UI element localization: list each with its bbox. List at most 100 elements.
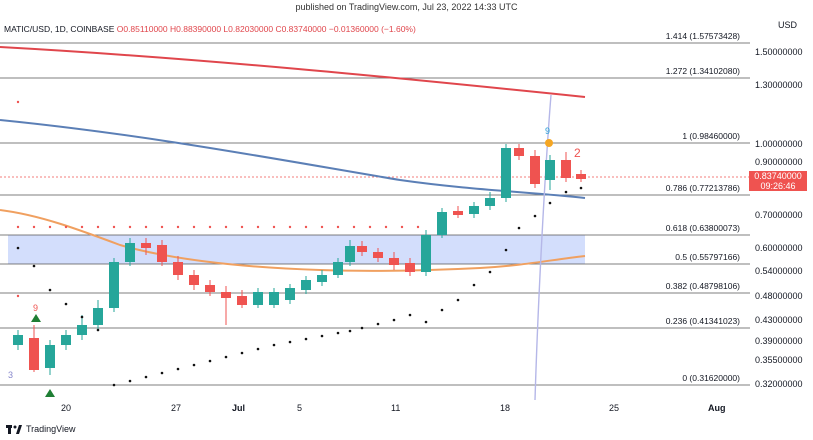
candle-body: [253, 292, 263, 305]
sar-dot: [376, 322, 380, 326]
price-label: 0.32000000: [755, 379, 803, 389]
resistance-dot: [176, 225, 180, 229]
date-label: 18: [500, 403, 510, 413]
resistance-dot: [240, 225, 244, 229]
candle-body: [514, 148, 524, 156]
sar-dot: [424, 320, 428, 324]
candle-body: [269, 292, 279, 305]
candle-body: [205, 285, 215, 292]
resistance-dot: [256, 225, 260, 229]
candle-body: [561, 160, 571, 178]
sar-dot: [440, 308, 444, 312]
candle-body: [576, 174, 586, 179]
candle-body: [545, 160, 555, 180]
projection-line: [534, 94, 552, 401]
buy-arrow-up-icon: [31, 314, 41, 322]
buy-arrow-down-icon: [45, 389, 55, 397]
candle-body: [333, 262, 343, 275]
candle-body: [485, 198, 495, 206]
resistance-dot: [272, 225, 276, 229]
price-label: 0.35500000: [755, 355, 803, 365]
resistance-dot: [48, 225, 52, 229]
price-label: 1.30000000: [755, 80, 803, 90]
resistance-dot: [112, 225, 116, 229]
resistance-dot: [32, 225, 36, 229]
date-label: 25: [609, 403, 619, 413]
td-9-right: 9: [545, 126, 550, 136]
candle-body: [221, 292, 231, 298]
resistance-dot: [288, 225, 292, 229]
price-label: 0.90000000: [755, 157, 803, 167]
candle-body: [317, 275, 327, 282]
date-label: 27: [171, 403, 181, 413]
sar-dot: [80, 315, 84, 319]
resistance-dot: [304, 225, 308, 229]
current-price-value: 0.83740000: [754, 171, 802, 181]
candle-body: [405, 263, 415, 272]
sar-dot: [304, 337, 308, 341]
resistance-dot: [16, 100, 20, 104]
sar-dot: [160, 371, 164, 375]
resistance-dot: [208, 225, 212, 229]
td-2-right: 2: [574, 146, 581, 160]
sar-dot: [224, 355, 228, 359]
sar-dot: [564, 190, 568, 194]
ma-red-line: [0, 46, 586, 98]
sar-dot: [176, 367, 180, 371]
sar-dot: [517, 226, 521, 230]
currency-label: USD: [778, 20, 798, 30]
ma-blue-line: [0, 119, 586, 199]
sar-dot: [579, 186, 583, 190]
candle-body: [437, 212, 447, 235]
tradingview-logo-icon[interactable]: [6, 424, 22, 434]
td-3-left: 3: [8, 370, 13, 380]
fib-label: 1.272 (1.34102080): [666, 66, 740, 76]
date-label: Jul: [232, 403, 245, 413]
resistance-dot: [384, 225, 388, 229]
ohlc-close: C0.83740000: [275, 24, 327, 34]
resistance-dot: [96, 225, 100, 229]
sar-dot: [408, 313, 412, 317]
candle-body: [141, 243, 151, 248]
sar-dot: [320, 334, 324, 338]
price-label: 0.43000000: [755, 315, 803, 325]
sar-dot: [392, 318, 396, 322]
ohlc-open: O0.85110000: [116, 24, 168, 34]
date-label: 20: [61, 403, 71, 413]
resistance-dot: [336, 225, 340, 229]
candle-body: [29, 338, 39, 370]
candle-body: [453, 211, 463, 215]
resistance-dots: [16, 100, 420, 298]
current-price-tag: 0.83740000 09:26:46: [749, 171, 807, 191]
candle-body: [77, 325, 87, 335]
publish-header: published on TradingView.com, Jul 23, 20…: [295, 2, 518, 12]
sar-dot: [533, 214, 537, 218]
date-label: 5: [297, 403, 302, 413]
sar-dot: [144, 375, 148, 379]
candle-body: [373, 252, 383, 258]
candle-body: [157, 245, 167, 262]
candle-body: [45, 345, 55, 368]
candle-body: [125, 243, 135, 262]
resistance-dot: [80, 225, 84, 229]
fib-label: 0.382 (0.48798106): [666, 281, 740, 291]
footer-brand[interactable]: TradingView: [26, 424, 76, 434]
fib-lines: [0, 42, 750, 386]
resistance-dot: [224, 225, 228, 229]
candle-body: [501, 148, 511, 198]
candle-body: [357, 246, 367, 252]
symbol-pair[interactable]: MATIC/USD, 1D, COINBASE: [4, 24, 115, 34]
resistance-dot: [320, 225, 324, 229]
sar-dot: [256, 347, 260, 351]
ohlc-high: H0.88390000: [170, 24, 222, 34]
fib-label: 0 (0.31620000): [682, 373, 740, 383]
price-label: 0.70000000: [755, 210, 803, 220]
candle-body: [61, 335, 71, 345]
fib-label: 1 (0.98460000): [682, 131, 740, 141]
candle-body: [345, 246, 355, 262]
resistance-dot: [64, 225, 68, 229]
price-label: 1.50000000: [755, 47, 803, 57]
candle-body: [389, 258, 399, 265]
sar-dot: [456, 298, 460, 302]
